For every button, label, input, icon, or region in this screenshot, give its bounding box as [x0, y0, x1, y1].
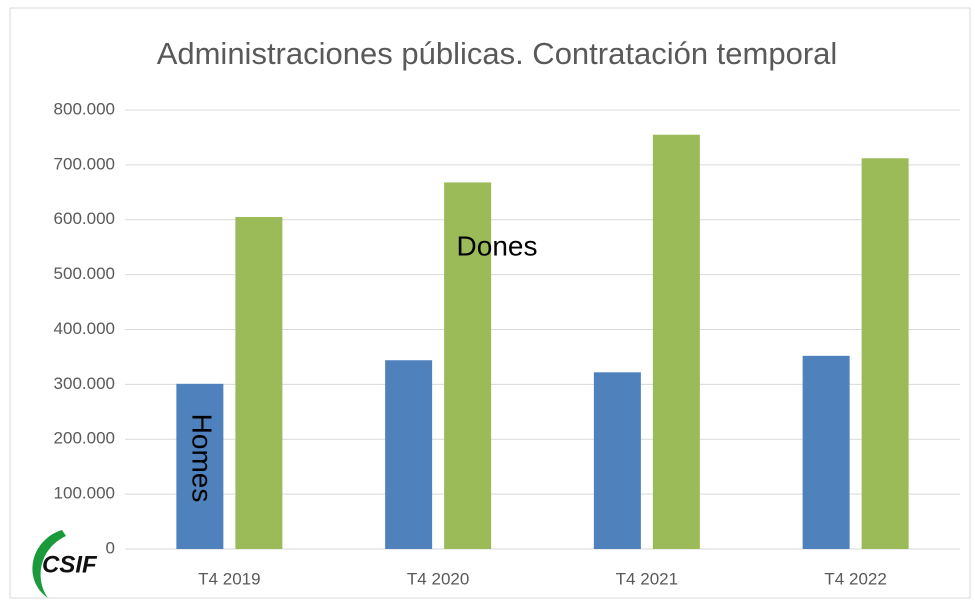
y-tick-label: 600.000	[54, 209, 115, 228]
y-tick-label: 0	[106, 538, 115, 557]
y-tick-label: 300.000	[54, 374, 115, 393]
y-tick-label: 700.000	[54, 154, 115, 173]
x-tick-label: T4 2020	[407, 569, 469, 588]
logo: CSIF	[42, 551, 98, 578]
y-tick-label: 100.000	[54, 484, 115, 503]
x-tick-label: T4 2022	[824, 569, 886, 588]
y-tick-label: 800.000	[54, 99, 115, 118]
bar	[176, 383, 224, 549]
y-tick-label: 500.000	[54, 264, 115, 283]
bar	[652, 134, 700, 549]
series-label: Dones	[457, 230, 538, 261]
y-tick-label: 200.000	[54, 429, 115, 448]
chart-title: Administraciones públicas. Contratación …	[157, 36, 838, 71]
x-tick-label: T4 2019	[198, 569, 260, 588]
bar	[593, 372, 641, 549]
bar	[385, 360, 433, 549]
bar	[802, 355, 850, 549]
x-tick-label: T4 2021	[616, 569, 678, 588]
bar	[235, 217, 283, 549]
logo-swoosh	[32, 530, 66, 598]
bar	[861, 158, 909, 550]
y-tick-label: 400.000	[54, 319, 115, 338]
series-label: Homes	[187, 414, 218, 503]
bar	[444, 182, 492, 549]
